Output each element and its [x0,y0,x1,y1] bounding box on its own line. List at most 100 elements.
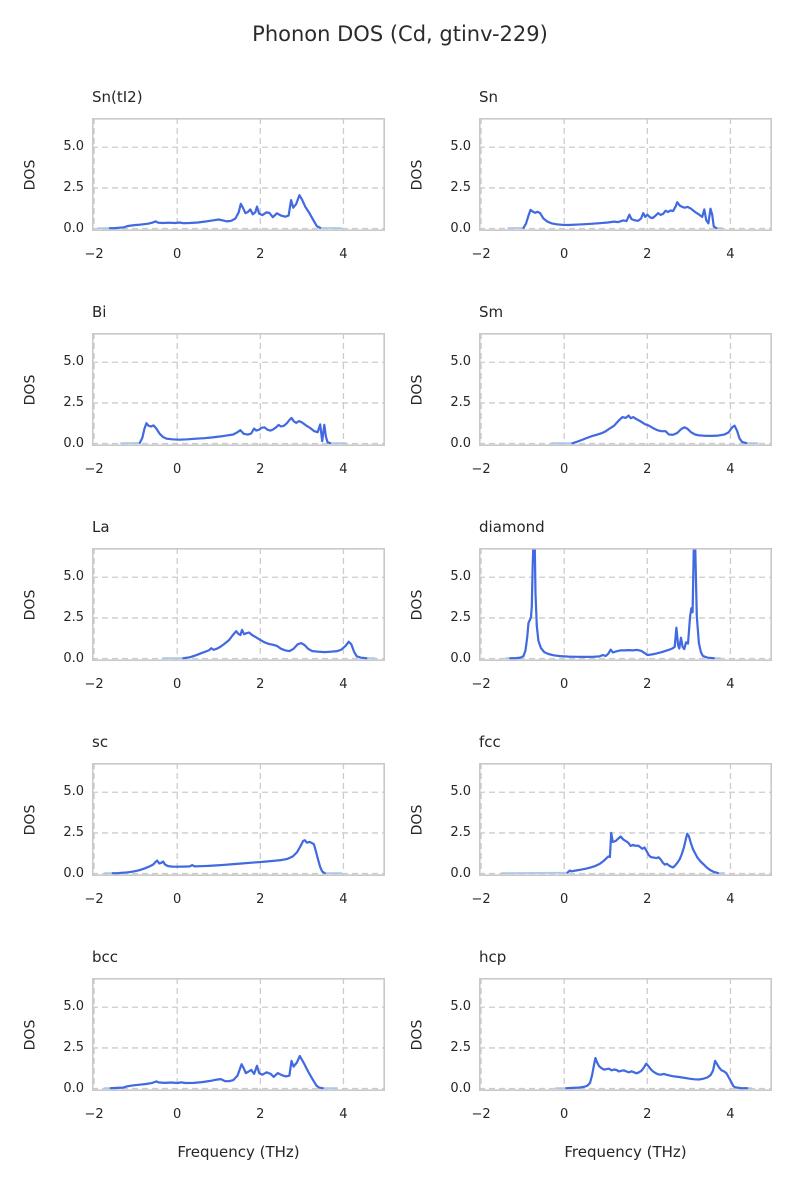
dos-curve-bi [138,416,332,445]
x-tick-label: 2 [256,462,265,477]
x-tick-label: 4 [726,677,735,692]
dos-curve-hcp [565,1056,749,1090]
y-tick-label: 2.5 [63,179,84,195]
y-axis-label: DOS [20,333,40,446]
plot-area-bcc [92,978,385,1091]
y-tick-label: 0.0 [450,435,471,451]
plot-area-sc [92,763,385,876]
dos-curve-bcc [109,1054,324,1090]
subplot-sn-ti2: Sn(tI2) DOS 0.0 2.5 5.0 −2 0 2 4 [20,84,395,275]
subplot-sn: Sn DOS 0.0 2.5 5.0 −2 0 2 4 [407,84,782,275]
x-tick-label: 0 [173,1107,182,1122]
x-tick-label: −2 [471,462,491,477]
y-axis-label: DOS [407,333,427,446]
y-tick-label: 0.0 [450,650,471,666]
plot-spine [92,333,385,446]
y-tick-label: 2.5 [63,824,84,840]
y-tick-label: 2.5 [63,609,84,625]
dos-curve-fcc [566,831,720,875]
x-tick-label: 2 [256,892,265,907]
x-tick-label: 2 [643,677,652,692]
x-tick-label: −2 [84,1107,104,1122]
y-axis-label: DOS [20,118,40,231]
x-tick-label: −2 [471,892,491,907]
plot-spine [479,978,772,1091]
y-tick-label: 5.0 [63,354,84,370]
plot-area-fcc [479,763,772,876]
plot-spine [479,763,772,876]
x-tick-label: 2 [643,892,652,907]
x-tick-label: 0 [560,677,569,692]
y-tick-label: 0.0 [63,650,84,666]
subplot-fcc: fcc DOS 0.0 2.5 5.0 −2 0 2 4 [407,729,782,920]
subplot-sm: Sm DOS 0.0 2.5 5.0 −2 0 2 4 [407,299,782,490]
plot-area-diamond [479,548,772,661]
y-axis-label: DOS [20,978,40,1091]
subplot-title-sn-ti2: Sn(tI2) [92,88,143,106]
subplot-title-fcc: fcc [479,733,501,751]
subplot-title-bcc: bcc [92,948,119,966]
y-tick-label: 2.5 [450,179,471,195]
dos-curve-sn [522,201,718,230]
subplot-title-diamond: diamond [479,518,545,536]
plot-spine [92,548,385,661]
x-tick-label: 4 [339,1107,348,1122]
plot-area-hcp [479,978,772,1091]
y-tick-label: 2.5 [450,1039,471,1055]
x-tick-label: 4 [339,462,348,477]
figure-title: Phonon DOS (Cd, gtinv-229) [252,22,548,46]
y-tick-label: 2.5 [450,824,471,840]
x-tick-label: 0 [560,247,569,262]
plot-area-bi [92,333,385,446]
x-tick-label: 2 [256,677,265,692]
x-tick-label: −2 [84,462,104,477]
x-tick-label: −2 [471,1107,491,1122]
x-tick-label: 0 [560,1107,569,1122]
y-tick-label: 2.5 [450,394,471,410]
y-tick-label: 0.0 [63,435,84,451]
subplot-hcp: hcp DOS 0.0 2.5 5.0 −2 0 2 4 Frequency (THz) [407,944,782,1183]
y-tick-label: 5.0 [450,999,471,1015]
x-tick-label: 4 [339,247,348,262]
y-axis-label: DOS [407,118,427,231]
y-axis-label: DOS [407,763,427,876]
dos-reference-curve-hcp [555,1057,753,1090]
y-tick-label: 5.0 [450,139,471,155]
x-tick-label: 0 [173,247,182,262]
y-tick-label: 2.5 [450,609,471,625]
subplot-title-sc: sc [92,733,109,751]
x-tick-label: 0 [173,677,182,692]
x-tick-label: 4 [726,462,735,477]
x-tick-label: 0 [173,892,182,907]
plot-area-la [92,548,385,661]
subplot-bi: Bi DOS 0.0 2.5 5.0 −2 0 2 4 [20,299,395,490]
x-tick-label: −2 [84,892,104,907]
x-tick-label: 2 [643,247,652,262]
dos-curve-sm [571,414,748,445]
x-tick-label: 4 [726,247,735,262]
x-tick-label: 0 [560,462,569,477]
subplot-title-hcp: hcp [479,948,507,966]
y-tick-label: 2.5 [63,394,84,410]
x-tick-label: 0 [560,892,569,907]
plot-area-sn-ti2 [92,118,385,231]
y-tick-label: 0.0 [450,865,471,881]
subplot-title-bi: Bi [92,303,107,321]
x-tick-label: 0 [173,462,182,477]
y-axis-label: DOS [407,978,427,1091]
y-tick-label: 0.0 [450,1080,471,1096]
plot-area-sm [479,333,772,446]
subplot-bcc: bcc DOS 0.0 2.5 5.0 −2 0 2 4 Frequency (THz) [20,944,395,1183]
y-tick-label: 0.0 [63,1080,84,1096]
x-tick-label: 2 [643,462,652,477]
dos-curve-sc [111,839,326,875]
y-tick-label: 5.0 [450,784,471,800]
y-tick-label: 5.0 [63,139,84,155]
x-tick-label: 4 [726,892,735,907]
plot-spine [479,118,772,231]
y-axis-label: DOS [407,548,427,661]
subplot-title-la: La [92,518,110,536]
dos-reference-curve-sc [103,839,343,875]
x-tick-label: 2 [643,1107,652,1122]
